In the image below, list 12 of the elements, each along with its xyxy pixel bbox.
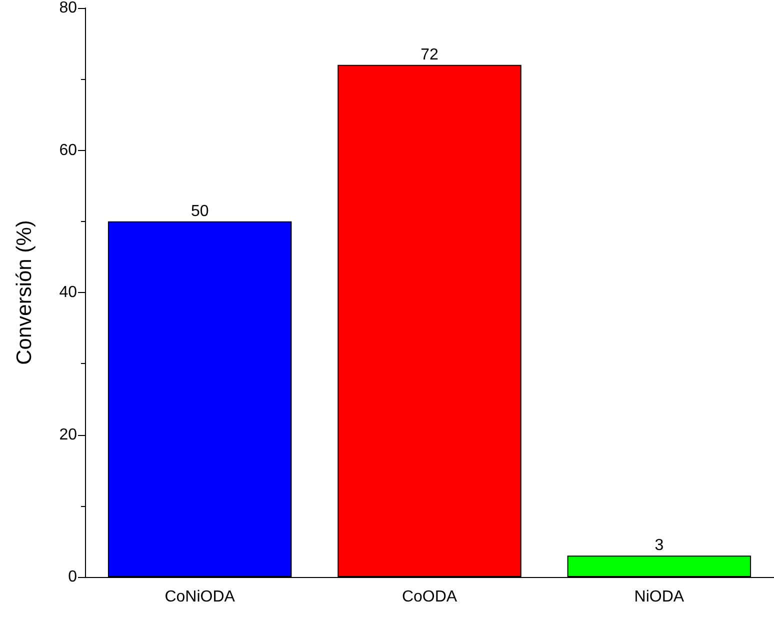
- data-label: 3: [654, 537, 664, 554]
- data-label: 50: [190, 202, 209, 220]
- x-tick-label: NiODA: [634, 588, 684, 606]
- data-label: 72: [420, 46, 438, 64]
- x-tick-label: CoNiODA: [164, 588, 236, 606]
- y-tick-label: 0: [68, 568, 78, 586]
- y-tick-label: 20: [59, 426, 78, 444]
- x-tick-label: CoODA: [402, 588, 458, 606]
- y-tick-label: 40: [59, 284, 78, 301]
- y-axis-title: Conversión (%): [13, 220, 36, 365]
- y-tick-label: 80: [59, 0, 78, 16]
- y-tick-label: 60: [59, 142, 78, 159]
